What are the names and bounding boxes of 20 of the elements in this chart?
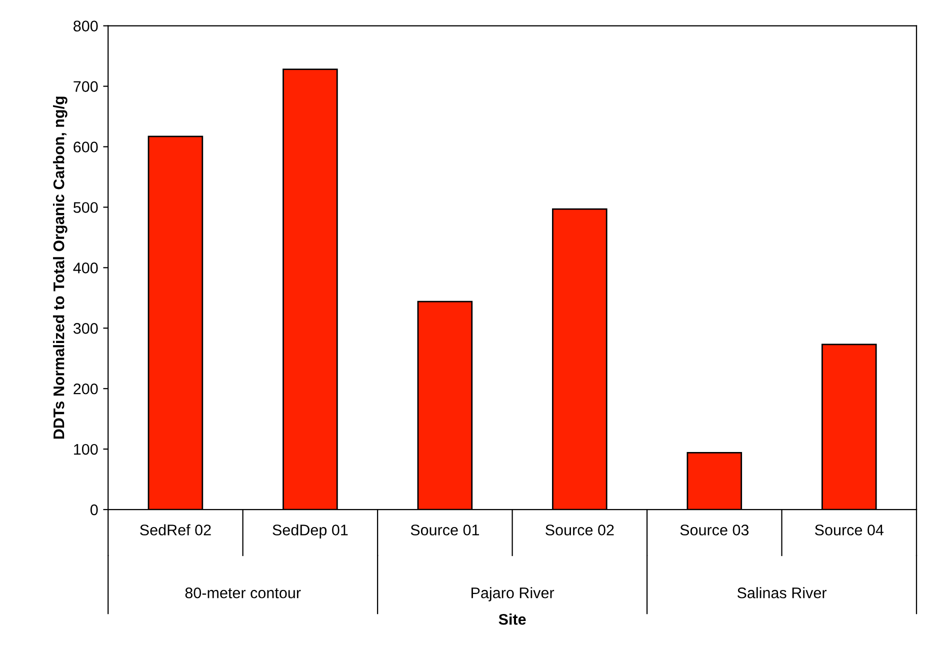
y-tick-label: 200: [74, 383, 98, 394]
y-tick-label: 800: [74, 20, 98, 32]
y-tick-label: 0: [90, 504, 98, 516]
text: 80-meter contour: [185, 587, 301, 598]
y-tick-label: 700: [74, 81, 98, 92]
text: Pajaro River: [472, 587, 554, 602]
y-tick-label: 300: [73, 323, 98, 334]
y-tick-label: 100: [74, 444, 98, 455]
y-tick-label: 500: [74, 202, 98, 213]
y-tick-label: 400: [73, 262, 98, 274]
y-axis-title: DDTs Normalized to Total Organic Carbon, ng/g: [53, 96, 68, 439]
x-tick-label: Source 01: [410, 524, 480, 536]
x-tick-label: Source 03: [680, 524, 749, 536]
y-tick-label: 600: [74, 142, 98, 152]
x-tick-label: Source 02: [546, 524, 614, 536]
x-tick-label: SedDep 01: [272, 524, 348, 538]
x-tick-label: Source 04: [815, 524, 884, 536]
x-tick-label: SedRef 02: [140, 524, 211, 536]
text: Salinas River: [737, 587, 827, 598]
x-axis-title: Site: [498, 614, 526, 625]
